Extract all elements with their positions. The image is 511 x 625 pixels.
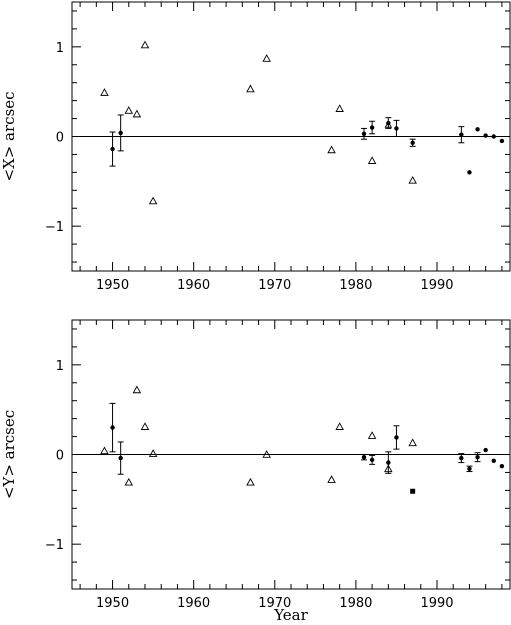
filled-point (110, 425, 115, 430)
filled-point (499, 463, 505, 469)
triangle-point (335, 104, 344, 112)
x-tick-label: 1980 (339, 596, 372, 611)
filled-point (410, 140, 415, 145)
filled-point (483, 447, 488, 453)
x-axis-label: Year (273, 606, 308, 624)
triangle-point (148, 196, 158, 205)
filled-point (118, 455, 123, 461)
filled-point (459, 455, 464, 461)
triangle-point (327, 475, 336, 483)
x-tick-label: 1990 (420, 596, 453, 611)
x-offset-panel: 1950 1960 1970 1980 1990 −1 0 1 <X> arcsec (0, 1, 511, 293)
triangle-point (100, 88, 109, 96)
triangle-point (100, 446, 109, 455)
filled-point (394, 126, 399, 131)
y-tick-label: −1 (45, 538, 64, 553)
triangle-point (140, 40, 150, 49)
x-tick-label: 1980 (339, 278, 372, 293)
filled-point (499, 138, 505, 144)
filled-point (386, 460, 391, 465)
triangle-point (140, 422, 150, 430)
triangle-point (327, 145, 336, 154)
filled-point (369, 125, 375, 130)
triangle-point (124, 477, 134, 486)
filled-point (459, 132, 464, 137)
filled-point (491, 134, 496, 139)
y-tick-label: 0 (56, 449, 64, 464)
filled-point (491, 458, 496, 463)
y-tick-label: 1 (56, 41, 64, 56)
triangle-point (262, 54, 271, 62)
triangle-point (384, 120, 393, 128)
triangle-point (367, 156, 377, 164)
x-tick-label: 1950 (96, 596, 129, 611)
triangle-point (148, 449, 158, 457)
filled-point (475, 127, 480, 132)
y-offset-panel: 1950 1960 1970 1980 1990 −1 0 1 <Y> arcsec Year (0, 319, 511, 624)
filled-point (110, 146, 115, 152)
x-tick-label: 1960 (177, 278, 210, 293)
filled-point (361, 131, 367, 137)
triangle-point (132, 109, 142, 118)
y-tick-label: 1 (56, 359, 64, 374)
square-point (410, 488, 416, 494)
triangle-point (132, 385, 142, 394)
filled-point (361, 454, 367, 460)
x-tick-label: 1950 (96, 278, 129, 293)
triangle-point (124, 106, 134, 114)
x-tick-label: 1970 (258, 278, 291, 293)
y-axis-label: <X> arcsec (0, 91, 18, 181)
filled-point (467, 170, 472, 175)
filled-point (475, 454, 480, 460)
filled-point (467, 466, 472, 472)
y-tick-label: −1 (45, 220, 64, 235)
filled-point (118, 130, 123, 136)
y-tick-label: 0 (56, 131, 64, 146)
triangle-point (246, 84, 255, 93)
triangle-point (408, 176, 417, 184)
triangle-point (408, 438, 417, 447)
triangle-point (262, 450, 271, 458)
x-tick-label: 1960 (177, 596, 210, 611)
triangle-point (246, 477, 255, 486)
triangle-point (367, 431, 377, 439)
filled-point (483, 133, 488, 138)
triangle-point (335, 422, 344, 430)
y-axis-label: <Y> arcsec (0, 410, 18, 499)
x-tick-label: 1990 (420, 278, 453, 293)
filled-point (369, 457, 375, 463)
x-tick-label: 1970 (258, 596, 291, 611)
filled-point (394, 435, 399, 440)
